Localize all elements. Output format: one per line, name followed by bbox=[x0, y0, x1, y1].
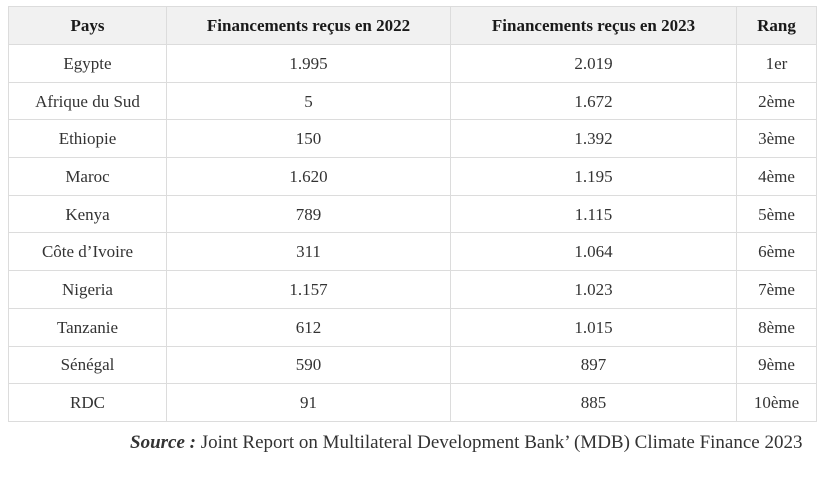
header-financements-2023: Financements reçus en 2023 bbox=[450, 6, 737, 45]
cell-pays: Kenya bbox=[8, 194, 167, 234]
cell-pays: Côte d’Ivoire bbox=[8, 232, 167, 272]
table-body: Egypte 1.995 2.019 1er Afrique du Sud 5 1.672 2… bbox=[8, 44, 817, 422]
cell-rang: 1er bbox=[736, 44, 817, 83]
source-note: Source : Joint Report on Multilateral De… bbox=[130, 428, 810, 458]
cell-pays: Sénégal bbox=[8, 345, 167, 385]
cell-2022: 612 bbox=[166, 307, 451, 347]
cell-pays: RDC bbox=[8, 383, 167, 422]
cell-2022: 91 bbox=[166, 383, 451, 422]
cell-pays: Maroc bbox=[8, 157, 167, 196]
cell-pays: Egypte bbox=[8, 44, 167, 83]
cell-pays: Nigeria bbox=[8, 270, 167, 309]
cell-rang: 7ème bbox=[736, 270, 817, 309]
cell-pays: Ethiopie bbox=[8, 119, 167, 159]
table-row: Afrique du Sud 5 1.672 2ème bbox=[8, 81, 817, 121]
cell-2022: 5 bbox=[166, 81, 451, 121]
financing-table-container: Pays Financements reçus en 2022 Financem… bbox=[8, 6, 817, 422]
source-text: Joint Report on Multilateral Development… bbox=[195, 432, 803, 453]
cell-pays: Afrique du Sud bbox=[8, 81, 167, 121]
cell-2023: 1.115 bbox=[450, 194, 737, 234]
cell-2023: 885 bbox=[450, 383, 737, 422]
cell-2022: 1.995 bbox=[166, 44, 451, 83]
header-row: Pays Financements reçus en 2022 Financem… bbox=[8, 6, 817, 45]
cell-rang: 4ème bbox=[736, 157, 817, 196]
cell-2022: 590 bbox=[166, 345, 451, 385]
cell-2023: 1.392 bbox=[450, 119, 737, 159]
table-row: RDC 91 885 10ème bbox=[8, 383, 817, 422]
table-header: Pays Financements reçus en 2022 Financem… bbox=[8, 6, 817, 45]
cell-rang: 6ème bbox=[736, 232, 817, 272]
climate-finance-table: Pays Financements reçus en 2022 Financem… bbox=[8, 6, 817, 422]
cell-rang: 8ème bbox=[736, 307, 817, 347]
cell-2023: 1.023 bbox=[450, 270, 737, 309]
source-label: Source : bbox=[130, 432, 196, 453]
table-row: Nigeria 1.157 1.023 7ème bbox=[8, 270, 817, 309]
cell-2023: 1.064 bbox=[450, 232, 737, 272]
cell-2022: 150 bbox=[166, 119, 451, 159]
table-row: Côte d’Ivoire 311 1.064 6ème bbox=[8, 232, 817, 272]
table-row: Kenya 789 1.115 5ème bbox=[8, 194, 817, 234]
cell-rang: 2ème bbox=[736, 81, 817, 121]
cell-2022: 1.620 bbox=[166, 157, 451, 196]
header-rang: Rang bbox=[736, 6, 817, 45]
cell-pays: Tanzanie bbox=[8, 307, 167, 347]
table-row: Ethiopie 150 1.392 3ème bbox=[8, 119, 817, 159]
header-financements-2022: Financements reçus en 2022 bbox=[166, 6, 451, 45]
cell-2023: 897 bbox=[450, 345, 737, 385]
cell-2023: 1.195 bbox=[450, 157, 737, 196]
table-row: Sénégal 590 897 9ème bbox=[8, 345, 817, 385]
table-row: Tanzanie 612 1.015 8ème bbox=[8, 307, 817, 347]
cell-rang: 9ème bbox=[736, 345, 817, 385]
table-row: Egypte 1.995 2.019 1er bbox=[8, 44, 817, 83]
cell-2022: 1.157 bbox=[166, 270, 451, 309]
header-pays: Pays bbox=[8, 6, 167, 45]
cell-rang: 3ème bbox=[736, 119, 817, 159]
cell-2023: 1.672 bbox=[450, 81, 737, 121]
cell-rang: 10ème bbox=[736, 383, 817, 422]
cell-2022: 789 bbox=[166, 194, 451, 234]
table-row: Maroc 1.620 1.195 4ème bbox=[8, 157, 817, 196]
cell-rang: 5ème bbox=[736, 194, 817, 234]
cell-2023: 2.019 bbox=[450, 44, 737, 83]
cell-2022: 311 bbox=[166, 232, 451, 272]
cell-2023: 1.015 bbox=[450, 307, 737, 347]
